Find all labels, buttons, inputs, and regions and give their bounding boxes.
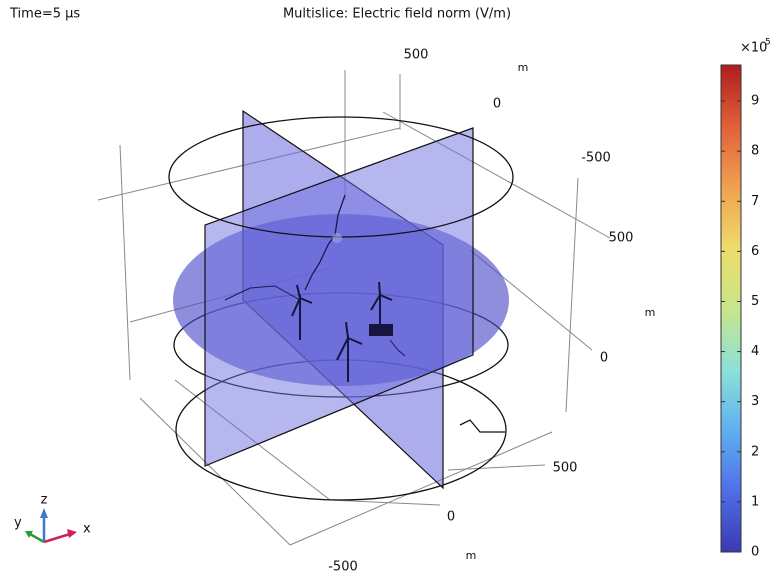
triad-label: y (14, 516, 22, 531)
colorbar-tick-label: 8 (751, 144, 759, 159)
time-label: Time=5 µs (9, 7, 80, 22)
colorbar-tick-label: 6 (751, 244, 759, 259)
lead (459, 419, 505, 433)
lead (389, 339, 406, 357)
axis-triad: z x y (14, 493, 91, 544)
colorbar-tick-label: 0 (751, 545, 759, 560)
axis-tick-label: -500 (581, 151, 611, 166)
chart-title: Multislice: Electric field norm (V/m) (283, 7, 511, 22)
axis-tick-label: 500 (609, 231, 634, 246)
triad-label: x (83, 522, 91, 537)
colorbar-tick-label: 1 (751, 494, 759, 509)
axis-unit: m (466, 549, 477, 562)
grid-line (139, 397, 291, 546)
colorbar-tick-label: 4 (751, 344, 759, 359)
colorbar-tick-label: 3 (751, 394, 759, 409)
axis-unit: m (645, 306, 656, 319)
colorbar-tick-label: 2 (751, 444, 759, 459)
axis-tick-label: 0 (493, 97, 501, 112)
axis-tick-label: 0 (600, 351, 608, 366)
slice-plane (204, 127, 474, 467)
grid-line (119, 144, 131, 381)
colorbar-tick-label: 9 (751, 94, 759, 109)
grid-line (565, 177, 579, 413)
grid-line (329, 499, 441, 506)
colorbar-tick-label: 5 (751, 294, 759, 309)
lead (224, 285, 301, 301)
colorbar-multiplier: ×10 (740, 41, 767, 56)
colorbar-exponent: 5 (765, 38, 771, 48)
colorbar (720, 64, 742, 553)
triad-label: z (41, 493, 48, 508)
axis-tick-label: 500 (404, 48, 429, 63)
field-hotspot (332, 233, 342, 243)
lightning-channel (304, 194, 346, 291)
axis-tick-label: 500 (553, 461, 578, 476)
colorbar-tick-label: 7 (751, 194, 759, 209)
axis-tick-label: -500 (328, 560, 358, 575)
grid-line (382, 111, 611, 239)
axis-unit: m (518, 61, 529, 74)
turbine (291, 281, 393, 382)
scene (97, 70, 611, 546)
grid-line (447, 464, 546, 471)
grid-line (289, 431, 553, 546)
axis-tick-label: 0 (447, 510, 455, 525)
